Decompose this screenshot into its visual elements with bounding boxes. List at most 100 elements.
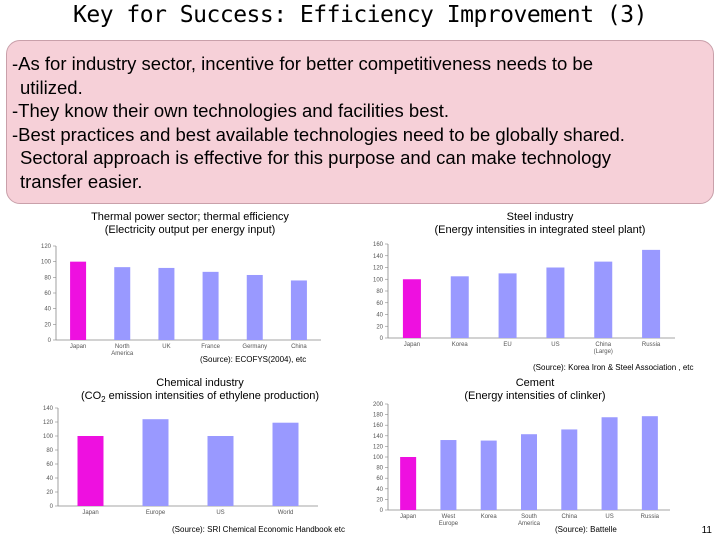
y-tick-label: 140 [373, 434, 384, 440]
callout-text: -As for industry sector, incentive for b… [12, 52, 702, 193]
bar-korea [480, 440, 497, 510]
y-tick-label: 60 [46, 462, 53, 468]
page-number: 11 [701, 525, 712, 536]
bar-south-america [521, 434, 537, 510]
y-tick-label: 180 [373, 413, 384, 419]
x-tick-label: US [605, 514, 613, 520]
x-tick-label: North America [111, 344, 134, 357]
bar-russia [642, 249, 661, 338]
bar-japan [400, 457, 417, 510]
y-tick-label: 80 [44, 275, 51, 281]
bar-china-large [594, 261, 613, 338]
x-tick-label: Japan [404, 342, 420, 348]
y-tick-label: 160 [373, 423, 384, 429]
bullet-line: -As for industry sector, incentive for b… [12, 53, 593, 74]
bar-japan [402, 279, 421, 338]
bar-japan [70, 261, 87, 340]
y-tick-label: 60 [44, 291, 51, 297]
y-tick-label: 120 [373, 444, 384, 450]
y-tick-label: 0 [48, 338, 52, 344]
y-tick-label: 200 [373, 402, 384, 408]
bar-russia [641, 416, 658, 510]
x-tick-label: Korea [481, 514, 498, 520]
y-tick-label: 80 [376, 289, 383, 295]
x-tick-label: EU [503, 342, 511, 348]
y-tick-label: 140 [373, 254, 384, 260]
y-tick-label: 0 [380, 336, 384, 342]
bar-korea [450, 276, 469, 338]
bar-us [207, 436, 234, 506]
bar-west-europe [440, 440, 457, 510]
x-tick-label: China [291, 344, 307, 350]
bullet-line: Sectoral approach is effective for this … [20, 147, 611, 168]
y-tick-label: 20 [46, 490, 53, 496]
y-tick-label: 120 [41, 244, 52, 250]
y-tick-label: 40 [376, 487, 383, 493]
y-tick-label: 0 [380, 508, 384, 514]
y-tick-label: 60 [376, 476, 383, 482]
bullet-line: transfer easier. [20, 170, 143, 192]
y-tick-label: 20 [376, 497, 383, 503]
bar-north-america [114, 267, 131, 340]
chemical-chart-title: Chemical industry (CO2 emission intensit… [80, 377, 320, 405]
steel-industry-chart: 0 20 40 60 80 100 120 140 160 Japan Korea EU US China… [373, 242, 675, 355]
cement-source: (Source): Battelle [555, 525, 617, 534]
x-tick-label: Japan [400, 514, 416, 520]
bar-us [601, 417, 618, 510]
x-tick-label: Korea [452, 342, 469, 348]
slide-title: Key for Success: Efficiency Improvement … [73, 2, 647, 28]
thermal-chart-title: Thermal power sector; thermal efficiency… [91, 211, 289, 236]
chemical-industry-chart: 0 20 40 60 80 100 120 140 Japan Europe US World [43, 406, 318, 516]
x-tick-label: World [278, 510, 294, 516]
y-tick-label: 160 [373, 242, 384, 248]
x-tick-label: Japan [70, 344, 86, 350]
bar-world [272, 422, 299, 506]
y-tick-label: 80 [376, 466, 383, 472]
y-tick-label: 100 [41, 260, 52, 266]
x-tick-label: Japan [82, 510, 98, 516]
bar-us [546, 267, 565, 338]
cement-chart-title: Cement (Energy intensities of clinker) [464, 377, 606, 402]
steel-chart-title: Steel industry (Energy intensities in in… [434, 211, 646, 236]
y-tick-label: 100 [373, 455, 384, 461]
y-tick-label: 100 [43, 434, 54, 440]
bar-china [290, 280, 307, 340]
y-tick-label: 120 [373, 266, 384, 272]
x-tick-label: UK [162, 344, 170, 350]
steel-source: (Source): Korea Iron & Steel Association… [533, 363, 694, 372]
bar-japan [77, 436, 104, 506]
bar-germany [246, 274, 263, 340]
cement-chart: 0 20 40 60 80 100 120 140 160 180 200 Japan West Euro… [373, 402, 670, 527]
x-tick-label: South America [518, 514, 541, 527]
bullet-line: utilized. [20, 76, 83, 98]
bar-france [202, 271, 219, 340]
x-tick-label: Germany [242, 344, 267, 350]
x-tick-label: US [551, 342, 559, 348]
bullet-line: -Best practices and best available techn… [12, 123, 625, 145]
thermal-source: (Source): ECOFYS(2004), etc [200, 355, 307, 364]
y-tick-label: 20 [44, 322, 51, 328]
bar-china [561, 429, 578, 510]
x-tick-label: China (Large) [594, 342, 613, 355]
y-tick-label: 40 [46, 476, 53, 482]
y-tick-label: 60 [376, 301, 383, 307]
bullet-line: -They know their own technologies and fa… [12, 100, 450, 121]
y-tick-label: 40 [376, 313, 383, 319]
x-tick-label: France [201, 344, 220, 350]
y-tick-label: 20 [376, 324, 383, 330]
bar-uk [158, 267, 175, 340]
callout-box [6, 40, 714, 204]
x-tick-label: Russia [642, 342, 661, 348]
y-tick-label: 40 [44, 307, 51, 313]
thermal-power-chart: 0 20 40 60 80 100 120 Japan North America UK France… [41, 244, 321, 357]
x-tick-label: West Europe [439, 514, 459, 527]
y-tick-label: 0 [50, 504, 54, 510]
x-tick-label: Europe [146, 510, 166, 516]
x-tick-label: China [561, 514, 577, 520]
x-tick-label: Russia [641, 514, 660, 520]
y-tick-label: 140 [43, 406, 54, 412]
y-tick-label: 100 [373, 277, 384, 283]
bar-eu [498, 273, 517, 338]
bar-europe [142, 419, 169, 506]
x-tick-label: US [216, 510, 224, 516]
